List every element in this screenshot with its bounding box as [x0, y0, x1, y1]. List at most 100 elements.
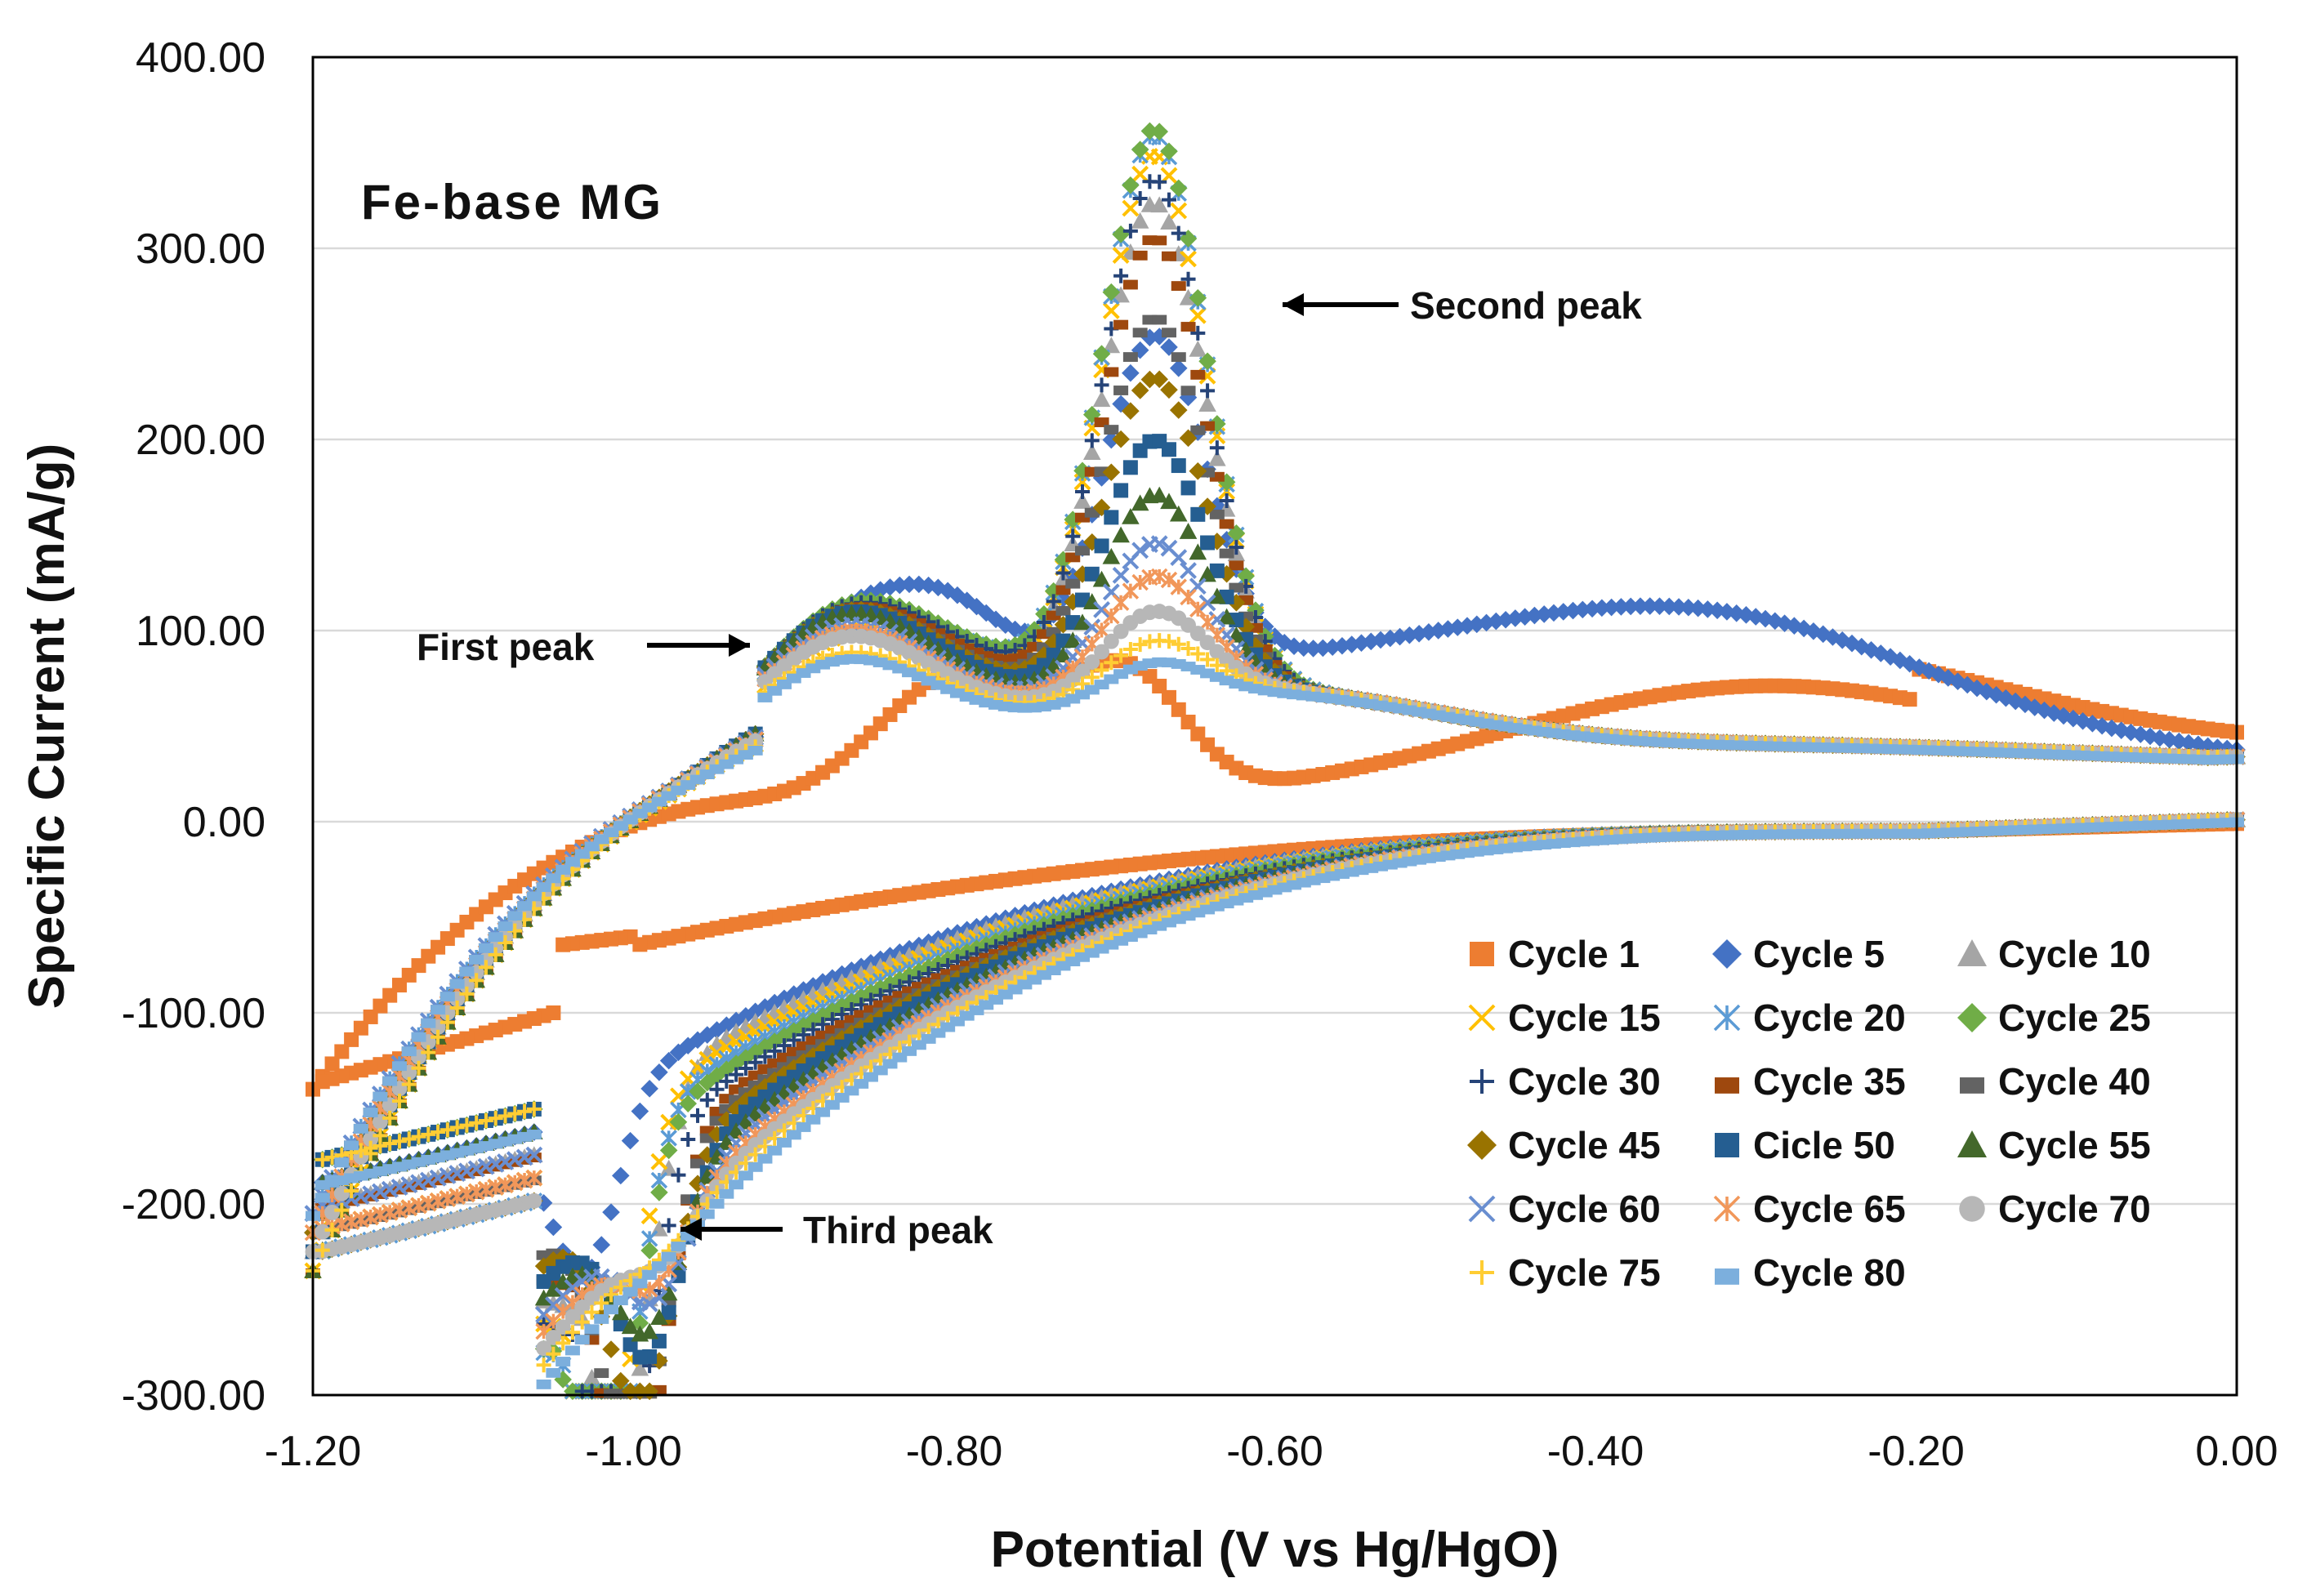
data-point [852, 973, 870, 991]
data-point [1823, 628, 1842, 646]
data-point [1094, 538, 1109, 554]
data-point [1113, 386, 1129, 395]
data-point [1084, 466, 1100, 477]
data-point [1180, 250, 1197, 268]
data-point [1113, 483, 1129, 498]
data-point [1362, 632, 1381, 651]
data-point [1257, 644, 1273, 654]
data-point [1180, 562, 1197, 579]
data-point [478, 1164, 493, 1175]
data-point [1640, 597, 1659, 615]
data-point [1968, 679, 1986, 698]
data-point [1093, 601, 1110, 618]
data-point [1208, 449, 1226, 466]
data-point [1150, 123, 1168, 140]
data-point [738, 1077, 753, 1087]
data-point [1102, 337, 1121, 354]
data-point [737, 1018, 755, 1034]
data-point [632, 1349, 648, 1365]
data-point [1200, 535, 1216, 551]
data-point [1160, 142, 1178, 161]
data-point [1055, 605, 1071, 616]
data-point [1132, 250, 1148, 261]
data-point [498, 1159, 513, 1170]
data-point [1190, 506, 1206, 522]
data-point [1036, 614, 1051, 630]
data-point [786, 1032, 801, 1048]
data-point [1209, 563, 1225, 578]
data-point [2055, 707, 2073, 725]
data-point [1140, 370, 1159, 389]
data-point [1131, 212, 1149, 229]
data-point [1122, 176, 1140, 194]
data-point [1084, 566, 1100, 582]
data-point [1180, 714, 1196, 729]
data-point [640, 1080, 658, 1098]
data-point [680, 1131, 696, 1147]
data-point [719, 1103, 734, 1114]
data-point [612, 1304, 630, 1321]
data-point [2208, 738, 2227, 756]
data-point [1583, 600, 1601, 618]
data-point [1112, 286, 1130, 303]
data-point [815, 1017, 831, 1032]
data-point [544, 1250, 563, 1269]
data-point [786, 1046, 801, 1057]
data-point [854, 1010, 869, 1020]
data-point [1179, 429, 1198, 448]
data-point [1094, 466, 1109, 477]
data-point [1410, 624, 1428, 643]
data-point [1169, 179, 1188, 198]
data-point [1092, 570, 1111, 587]
data-point [1660, 597, 1679, 616]
data-point [738, 1061, 753, 1077]
data-point [698, 1073, 716, 1092]
data-point [1161, 442, 1176, 457]
data-point [592, 1236, 611, 1254]
data-point [1170, 202, 1188, 220]
data-point [1198, 565, 1216, 582]
data-point [900, 622, 918, 640]
data-point [815, 1030, 831, 1041]
data-point [1122, 402, 1140, 421]
data-point [2045, 704, 2064, 722]
data-point [1054, 646, 1073, 662]
data-point [1140, 122, 1159, 140]
data-point [1997, 689, 2015, 707]
data-point [959, 643, 975, 653]
data-point [1229, 582, 1244, 593]
data-point [2006, 692, 2024, 711]
data-point [1180, 480, 1196, 496]
data-point [1075, 546, 1090, 556]
data-point [729, 1094, 744, 1105]
data-point [2064, 709, 2082, 728]
data-point [1150, 196, 1168, 213]
data-point [1161, 689, 1176, 705]
data-point [1046, 594, 1061, 609]
data-point [401, 1182, 417, 1193]
data-point [1150, 535, 1168, 553]
data-point [631, 1102, 649, 1121]
data-point [1680, 598, 1698, 617]
data-point [1055, 585, 1071, 595]
data-point [727, 1023, 745, 1040]
data-point [1180, 322, 1196, 332]
data-point [2151, 729, 2169, 747]
data-point [669, 1043, 688, 1062]
data-point [659, 1051, 678, 1070]
data-point [930, 973, 946, 983]
data-point [671, 1167, 686, 1183]
data-point [767, 1058, 783, 1068]
data-point [315, 1074, 330, 1090]
data-point [1112, 526, 1130, 543]
data-point [1958, 675, 1977, 694]
data-point [421, 1178, 436, 1188]
data-point [1756, 609, 1774, 628]
data-point [1007, 653, 1023, 664]
data-point [640, 1207, 658, 1225]
data-point [690, 1158, 705, 1169]
data-point [709, 1081, 725, 1097]
data-point [988, 653, 1004, 664]
data-point [1122, 363, 1140, 382]
